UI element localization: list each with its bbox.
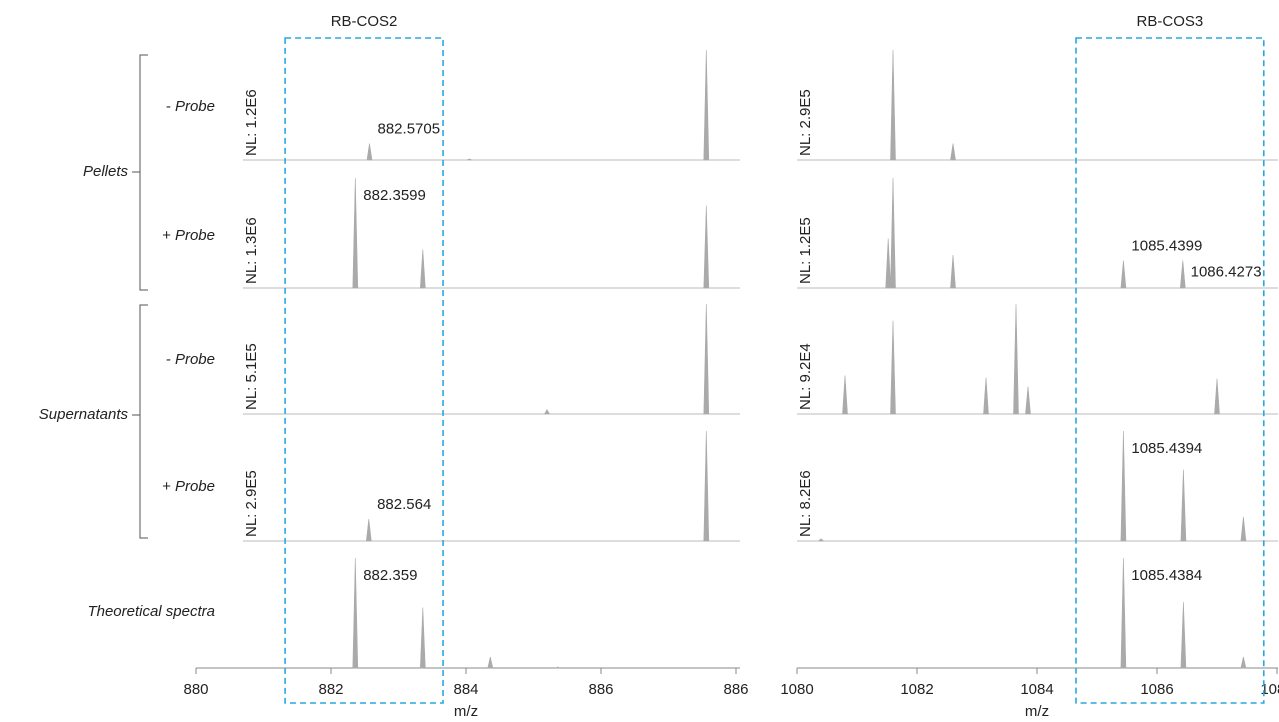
peak	[555, 666, 561, 669]
nl-label: NL: 1.2E6	[243, 89, 260, 156]
peak	[703, 49, 710, 161]
peak	[703, 205, 710, 289]
x-tick-label: 1086	[1140, 681, 1173, 698]
nl-label: NL: 1.2E5	[797, 217, 814, 284]
peak	[890, 49, 896, 161]
peak	[419, 249, 426, 289]
highlight-box	[1075, 37, 1265, 704]
x-tick-label: 880	[183, 681, 208, 698]
x-axis-label: m/z	[1025, 703, 1049, 720]
x-tick-label: 1080	[780, 681, 813, 698]
peak	[1120, 430, 1127, 542]
peak	[842, 375, 848, 415]
peak	[543, 408, 551, 415]
peak-annotation: 882.564	[377, 496, 431, 513]
peak	[1180, 469, 1187, 542]
peak-annotation: 1085.4394	[1131, 440, 1202, 457]
x-axis-label: m/z	[454, 703, 478, 720]
nl-label: NL: 8.2E6	[797, 470, 814, 537]
peak	[352, 177, 359, 289]
peak	[890, 177, 896, 289]
peak-annotation: 1085.4399	[1131, 237, 1202, 254]
peak	[1120, 260, 1127, 289]
nl-label: NL: 2.9E5	[243, 470, 260, 537]
group-label: Supernatants	[39, 406, 129, 423]
peak	[1240, 656, 1247, 669]
peak	[1214, 378, 1220, 415]
peak	[1180, 601, 1187, 669]
peak	[817, 538, 825, 542]
condition-label: - Probe	[166, 351, 215, 368]
x-tick-label: 1082	[900, 681, 933, 698]
condition-label: + Probe	[162, 227, 215, 244]
highlight-label: RB-COS2	[331, 13, 398, 30]
peak	[365, 518, 372, 542]
x-tick-label: 886	[588, 681, 613, 698]
peak	[703, 303, 710, 415]
peak-annotation: 1085.4384	[1131, 567, 1202, 584]
peak	[366, 143, 373, 161]
peak-annotation: 1086.4273	[1191, 263, 1262, 280]
highlight-box	[284, 37, 444, 704]
peak	[487, 656, 494, 669]
nl-label: NL: 5.1E5	[243, 343, 260, 410]
peak	[352, 557, 359, 669]
peak	[950, 254, 956, 289]
x-tick-label: 1084	[1020, 681, 1053, 698]
highlight-label: RB-COS3	[1137, 13, 1204, 30]
x-tick-label: 884	[453, 681, 478, 698]
peak	[983, 377, 989, 415]
condition-label: + Probe	[162, 478, 215, 495]
nl-label: NL: 1.3E6	[243, 217, 260, 284]
peak	[950, 143, 956, 161]
peak-annotation: 882.3599	[363, 187, 426, 204]
x-tick-label: 882	[318, 681, 343, 698]
condition-label: - Probe	[166, 98, 215, 115]
peak-annotation: 882.5705	[378, 120, 441, 137]
peak	[1025, 386, 1031, 415]
nl-label: NL: 9.2E4	[797, 343, 814, 410]
bracket	[132, 304, 148, 539]
peak	[1120, 557, 1127, 669]
peak	[1013, 303, 1019, 415]
peak	[419, 607, 426, 669]
x-tick-label: 1088	[1260, 681, 1279, 698]
peak	[1179, 260, 1186, 289]
nl-label: NL: 2.9E5	[797, 89, 814, 156]
condition-label: Theoretical spectra	[87, 603, 215, 620]
bracket	[132, 54, 148, 291]
peak	[703, 430, 710, 542]
peak	[885, 238, 892, 289]
peak	[466, 158, 472, 161]
peak	[1240, 516, 1247, 542]
peak-annotation: 882.359	[363, 567, 417, 584]
peak	[890, 320, 896, 415]
group-label: Pellets	[83, 163, 129, 180]
x-tick-label: 886	[723, 681, 748, 698]
